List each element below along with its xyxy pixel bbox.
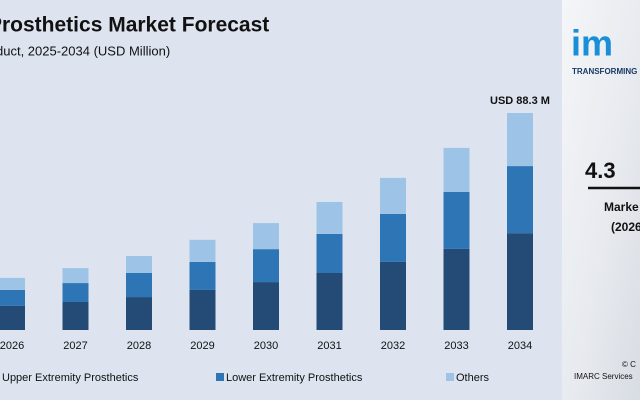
tagline: TRANSFORMING [572,67,637,76]
bar-segment [316,272,343,330]
chart-subtitle: By Product, 2025-2034 (USD Million) [0,43,170,58]
bar-segment [189,289,216,330]
bar-segment [189,239,216,262]
x-tick-label: 2031 [317,340,341,352]
bar-segment [253,282,279,330]
bar-segment [443,248,470,330]
panel-period: (2026 [611,220,640,234]
bar-segment [189,261,216,290]
bar-segment [316,233,343,273]
x-tick-label: 2032 [381,340,405,352]
logo: im [571,23,613,64]
bar-segment [126,272,152,298]
bar-segment [0,289,25,306]
bar-segment [380,214,406,262]
bar-segment [253,249,279,283]
legend-label: Upper Extremity Prosthetics [2,372,139,384]
legend-label: Others [456,372,490,384]
bar-segment [380,261,406,330]
x-tick-label: 2027 [63,340,87,352]
x-tick-label: 2028 [127,340,151,352]
x-tick-label: 2034 [508,340,532,352]
bar-segment [507,233,533,330]
bar-segment [253,223,279,250]
panel-label: Marke [604,200,639,214]
panel-figure: 4.3 [585,158,616,183]
bar-segment [62,301,89,330]
copyright: © C [622,360,636,369]
company: IMARC Services [574,372,633,381]
annotation: USD 88.3 M [490,95,550,107]
bar-segment [507,113,533,167]
bar-segment [316,201,343,234]
legend-swatch [446,373,454,381]
legend-swatch [216,373,224,381]
bar-segment [62,283,89,302]
bar-segment [443,191,470,249]
bar-segment [443,147,470,192]
x-tick-label: 2029 [190,340,214,352]
bar-segment [507,166,533,234]
bar-segment [0,305,25,330]
x-tick-label: 2026 [0,340,24,352]
x-tick-label: 2033 [444,340,468,352]
bar-segment [62,268,89,284]
chart-title: Prosthetics Market Forecast [0,14,269,37]
bar-segment [126,256,152,273]
side-panel [562,0,640,400]
legend-label: Lower Extremity Prosthetics [226,372,363,384]
bar-segment [126,297,152,330]
bar-segment [380,177,406,215]
x-tick-label: 2030 [254,340,278,352]
bar-segment [0,277,25,290]
